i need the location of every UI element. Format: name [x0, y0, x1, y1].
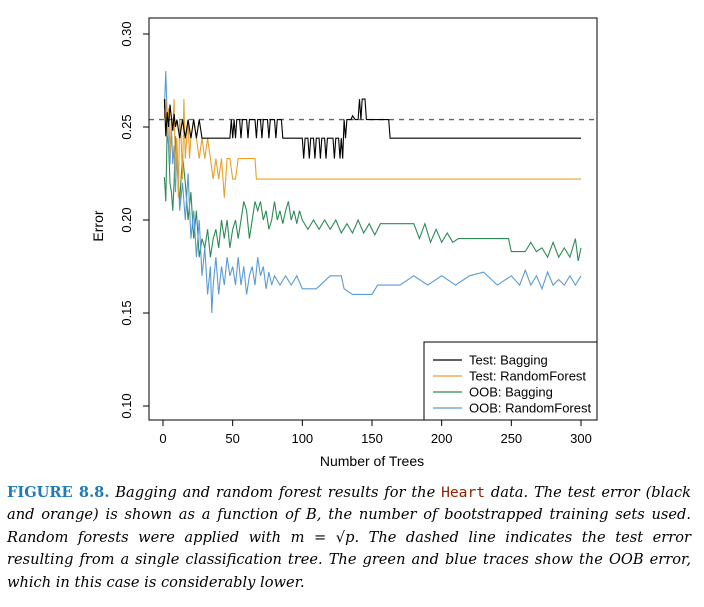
y-tick-label: 0.10	[119, 393, 134, 418]
caption-text-1: Bagging and random forest results for th…	[109, 484, 442, 501]
x-tick-label: 50	[225, 431, 239, 446]
x-tick-label: 100	[291, 431, 313, 446]
series-line-oob-bagging	[163, 126, 582, 262]
figure-caption: FIGURE 8.8. Bagging and random forest re…	[7, 482, 691, 594]
y-tick-label: 0.15	[119, 300, 134, 325]
y-tick-label: 0.25	[119, 114, 134, 139]
legend-label: OOB: Bagging	[469, 385, 553, 400]
y-tick-label: 0.30	[119, 21, 134, 46]
x-tick-label: 200	[431, 431, 453, 446]
chart: 0 50 100 150 200 250 300 0.100.150.200.250.30 …	[90, 17, 598, 469]
x-tick-label: 250	[500, 431, 522, 446]
y-tick-label: 0.20	[119, 207, 134, 232]
x-axis: 0 50 100 150 200 250 300	[159, 419, 592, 446]
caption-text-2: data. The test error (black and orange) …	[7, 484, 692, 546]
caption-math: m = √p	[290, 528, 355, 546]
legend-label: Test: Bagging	[469, 353, 548, 368]
figure-label: FIGURE 8.8.	[7, 484, 110, 501]
caption-text-3: . The dashed line indicates the test err…	[7, 528, 691, 591]
series-line-test-randomforest	[163, 99, 581, 198]
x-tick-label: 0	[159, 431, 166, 446]
legend-box	[423, 341, 598, 421]
y-axis-label: Error	[90, 210, 106, 241]
caption-code: Heart	[441, 484, 486, 501]
series-line-oob-randomforest	[163, 71, 582, 314]
series-line-test-bagging	[163, 98, 581, 159]
x-axis-label: Number of Trees	[320, 453, 424, 469]
x-tick-label: 150	[361, 431, 383, 446]
x-tick-label: 300	[570, 431, 592, 446]
legend-label: Test: RandomForest	[469, 369, 586, 384]
legend-label: OOB: RandomForest	[469, 401, 591, 416]
y-axis: 0.10 0.15 0.20 0.25 0.30	[119, 21, 150, 419]
